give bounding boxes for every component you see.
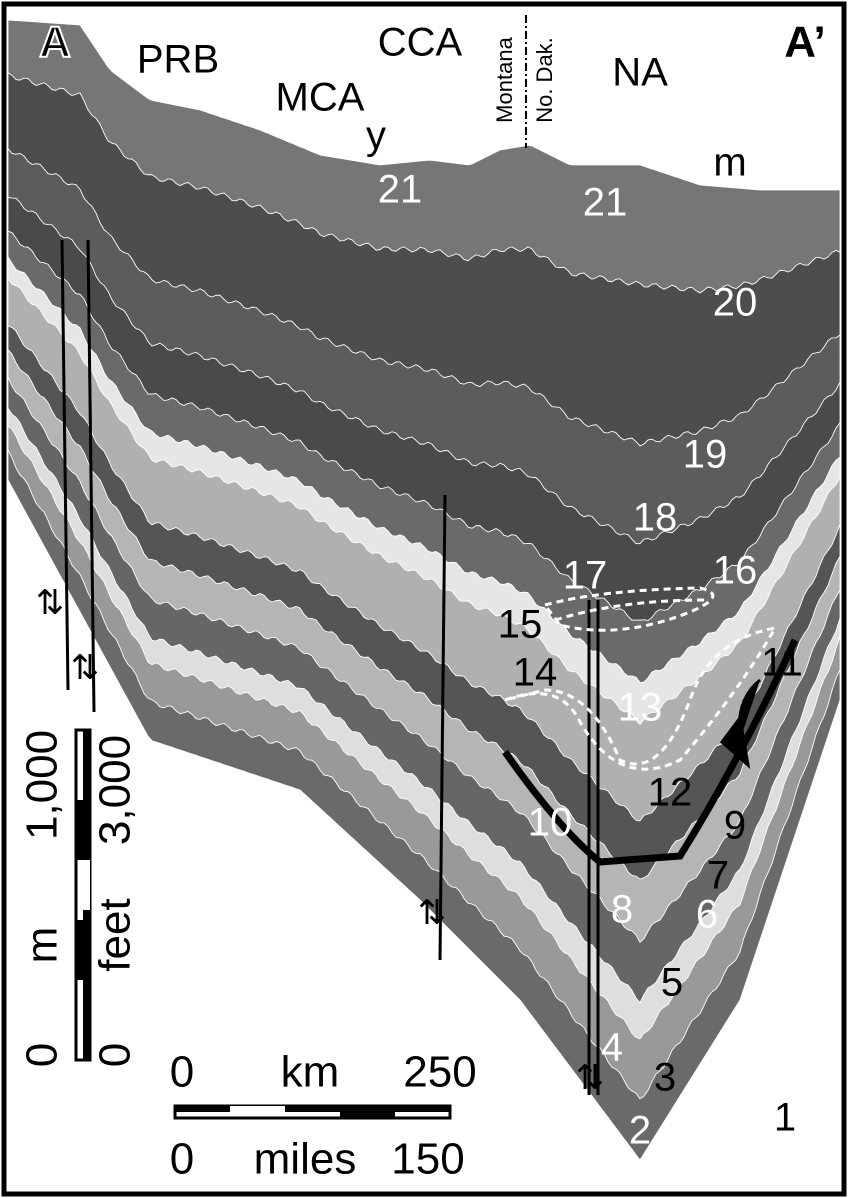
region-label: PRB (137, 38, 219, 82)
scale-bar (76, 920, 83, 980)
marker-label: m (713, 141, 746, 185)
cross-section: ⇅ ⇅ ⇅ ⇅ A A’ PRB MCA CCA NA Montana No. … (0, 0, 848, 1198)
scale-label: 250 (403, 1048, 476, 1097)
fault-arrow: ⇅ (71, 649, 100, 687)
unit-label: 9 (724, 804, 746, 848)
horizontal-scale: 0 km 250 0 miles 150 (170, 1048, 477, 1184)
unit-label: 5 (661, 961, 683, 1005)
scale-label: 0 (170, 1135, 194, 1184)
scale-bar (83, 860, 90, 910)
scale-label: 1,000 (18, 730, 67, 840)
unit-label: 19 (683, 433, 728, 477)
unit-label: 13 (618, 686, 663, 730)
region-label: CCA (378, 21, 463, 65)
scale-bar (175, 1106, 450, 1112)
unit-label: 8 (611, 888, 633, 932)
scale-label: 0 (170, 1048, 194, 1097)
unit-label: 7 (707, 854, 729, 898)
scale-bar (340, 1112, 395, 1118)
unit-label: 16 (713, 549, 758, 593)
unit-label: 17 (563, 554, 608, 598)
unit-label: 11 (761, 641, 803, 685)
scale-label: feet (91, 898, 140, 971)
scale-bar (76, 800, 83, 860)
unit-label: 18 (633, 496, 678, 540)
unit-label: 10 (528, 801, 573, 845)
unit-label: 4 (601, 1026, 623, 1070)
scale-label: miles (254, 1135, 357, 1184)
fault-arrow: ⇅ (36, 584, 65, 622)
unit-label: 20 (713, 281, 758, 325)
unit-label: 21 (583, 181, 628, 225)
scale-label: m (18, 927, 67, 964)
scale-label: 0 (18, 1043, 67, 1067)
unit-label: 1 (774, 1096, 796, 1140)
unit-label: 21 (378, 168, 423, 212)
section-end: A’ (784, 18, 826, 67)
unit-label: 6 (696, 893, 718, 937)
region-label: MCA (276, 76, 365, 120)
scale-label: 3,000 (91, 735, 140, 845)
unit-label: 14 (513, 651, 558, 695)
scale-bar (230, 1106, 285, 1112)
vertical-scale: 0 m 1,000 0 feet 3,000 (18, 730, 140, 1067)
marker-label: y (366, 114, 386, 158)
unit-label: 12 (648, 771, 693, 815)
section-end: A (39, 18, 71, 67)
unit-label: 3 (654, 1056, 676, 1100)
scale-label: 0 (91, 1043, 140, 1067)
unit-label: 15 (498, 603, 543, 647)
state-label: No. Dak. (532, 37, 557, 123)
fault-arrow: ⇅ (418, 894, 447, 932)
state-label: Montana (492, 36, 517, 122)
scale-label: 150 (391, 1135, 464, 1184)
region-label: NA (612, 51, 668, 95)
scale-label: km (281, 1048, 340, 1097)
unit-label: 2 (629, 1109, 651, 1153)
